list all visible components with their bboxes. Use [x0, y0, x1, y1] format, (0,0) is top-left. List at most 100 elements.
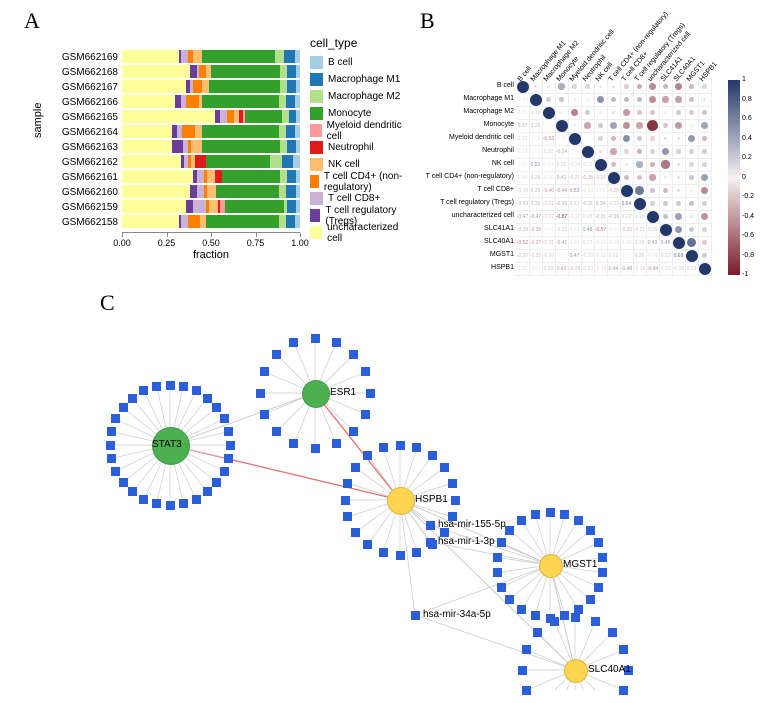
network-leaf: [111, 414, 120, 423]
sample-label: GSM662162: [48, 155, 118, 170]
network-leaf: [260, 410, 269, 419]
corr-cell: [685, 145, 699, 159]
legend-label: B cell: [328, 57, 352, 68]
corr-cell: [685, 132, 699, 146]
corr-circle: [660, 224, 672, 236]
corr-circle: [624, 84, 629, 89]
sample-label: GSM662165: [48, 110, 118, 125]
network-named-leaf: [411, 611, 420, 620]
corr-circle: [610, 122, 617, 129]
network-leaf: [493, 553, 502, 562]
bar-segment: [280, 65, 287, 78]
corr-cell: 0.53: [568, 184, 582, 198]
corr-cell: -0.27: [516, 249, 530, 263]
corr-circle: [636, 161, 642, 167]
bar-segment: [282, 110, 289, 123]
corr-cell: [672, 132, 686, 146]
corr-cell: -0.41: [555, 236, 569, 250]
corr-circle: [637, 97, 643, 103]
corr-cell: -0.25: [529, 249, 543, 263]
corr-cell: [633, 93, 647, 107]
network-leaf: [349, 350, 358, 359]
network-leaf: [128, 487, 137, 496]
legend-label: uncharacterized cell: [327, 222, 410, 244]
network-named-leaf: [426, 521, 435, 530]
corr-cell: [646, 158, 660, 172]
corr-cell: [659, 119, 673, 133]
corr-cell: 0.02: [555, 132, 569, 146]
legend-label: Myeloid dendritic cell: [327, 120, 410, 142]
network-leaf: [139, 495, 148, 504]
bar-segment: [122, 215, 179, 228]
colorbar-tick: 0.8: [742, 96, 752, 103]
corr-cell: [633, 80, 647, 94]
corr-cell: 0.15: [516, 132, 530, 146]
bar-segment: [197, 185, 204, 198]
bar-segment: [181, 50, 188, 63]
legend-swatch: [310, 56, 323, 69]
corr-circle: [689, 201, 694, 206]
corr-cell: -0.44: [555, 184, 569, 198]
corr-cell: [568, 119, 582, 133]
bar-segment: [209, 200, 218, 213]
network-leaf: [571, 613, 580, 622]
corr-circle: [702, 240, 707, 245]
bar-segment: [284, 50, 295, 63]
corr-circle: [650, 110, 655, 115]
corr-cell: -0.29: [568, 262, 582, 276]
corr-cell: [659, 223, 673, 237]
corr-cell: -0.57: [594, 223, 608, 237]
bar-segment: [295, 125, 300, 138]
corr-circle: [689, 84, 694, 89]
corr-circle: [649, 174, 655, 180]
corr-circle: [599, 85, 602, 88]
corr-cell: [659, 171, 673, 185]
corr-cell: [685, 93, 699, 107]
corr-cell: [698, 106, 712, 120]
corr-circle: [624, 149, 628, 153]
legend-label: Macrophage M1: [328, 74, 400, 85]
corr-cell: 0.12: [516, 262, 530, 276]
corr-cell: [685, 223, 699, 237]
corr-circle: [586, 98, 589, 101]
corr-cell: [659, 132, 673, 146]
network-leaf: [598, 568, 607, 577]
network-leaf: [272, 350, 281, 359]
colorbar-tick: 0.4: [742, 135, 752, 142]
corr-cell: -0.18: [516, 184, 530, 198]
corr-cell: [594, 80, 608, 94]
corr-cell: [581, 145, 595, 159]
corr-cell: [685, 171, 699, 185]
network-leaf: [332, 338, 341, 347]
corr-cell: [685, 236, 699, 250]
corr-cell: [620, 158, 634, 172]
network-leaf-label: hsa-mir-1-3p: [438, 536, 495, 547]
colorbar-tick: -0.6: [742, 232, 754, 239]
stacked-bar: [122, 95, 300, 108]
corr-circle: [598, 136, 602, 140]
row-label: T cell regulatory (Tregs): [418, 199, 514, 206]
network-leaf: [179, 499, 188, 508]
legend-swatch: [310, 107, 323, 120]
bar-segment: [122, 170, 193, 183]
legend-item: Myeloid dendritic cell: [310, 122, 410, 139]
corr-cell: [672, 184, 686, 198]
bar-segment: [182, 125, 194, 138]
corr-cell: [659, 93, 673, 107]
row-label: Macrophage M2: [418, 108, 514, 115]
corr-circle: [662, 96, 668, 102]
bar-segment: [202, 140, 280, 153]
bar-segment: [122, 155, 181, 168]
corr-cell: -0.26: [607, 184, 621, 198]
network-leaf: [396, 551, 405, 560]
row-label: T cell CD4+ (non-regulatory): [418, 173, 514, 180]
corr-cell: -0.52: [516, 236, 530, 250]
bar-segment: [122, 110, 215, 123]
network-leaf: [203, 487, 212, 496]
network-leaf: [289, 338, 298, 347]
corr-cell: [542, 106, 556, 120]
bar-segment: [190, 65, 197, 78]
network-leaf: [574, 516, 583, 525]
corr-cell: [659, 158, 673, 172]
corr-circle: [637, 175, 642, 180]
